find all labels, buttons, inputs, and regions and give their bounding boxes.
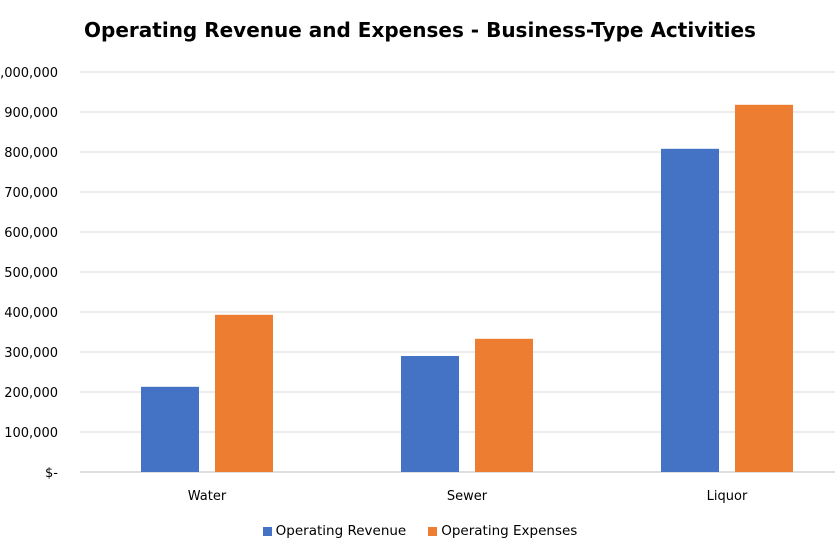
legend-item: Operating Expenses — [428, 523, 577, 539]
y-tick-label: 400,000 — [4, 306, 58, 321]
y-tick-label: $- — [45, 466, 58, 481]
bar-water-operating-expenses — [215, 314, 273, 472]
x-tick-label: Liquor — [707, 489, 748, 504]
chart-title: Operating Revenue and Expenses - Busines… — [84, 18, 756, 42]
bar-sewer-operating-expenses — [475, 338, 533, 472]
bar-liquor-operating-expenses — [735, 104, 793, 473]
legend-swatch — [428, 526, 438, 536]
y-tick-label: 600,000 — [4, 226, 58, 241]
bar-sewer-operating-revenue — [401, 356, 459, 472]
chart-legend: Operating Revenue Operating Expenses — [0, 523, 840, 539]
x-tick-label: Water — [188, 489, 227, 504]
y-tick-label: 200,000 — [4, 386, 58, 401]
legend-swatch — [262, 526, 272, 536]
bar-water-operating-revenue — [141, 386, 199, 472]
y-tick-label: 500,000 — [4, 266, 58, 281]
bar-liquor-operating-revenue — [661, 148, 719, 473]
y-tick-label: 800,000 — [4, 146, 58, 161]
legend-item: Operating Revenue — [262, 523, 407, 539]
legend-label: Operating Expenses — [441, 523, 578, 539]
y-tick-label: 300,000 — [4, 346, 58, 361]
y-tick-label: 100,000 — [4, 426, 58, 441]
legend-label: Operating Revenue — [275, 523, 407, 539]
y-tick-label: 900,000 — [4, 106, 58, 121]
x-tick-label: Sewer — [447, 489, 488, 504]
y-tick-label: 1,000,000 — [0, 66, 58, 81]
y-tick-label: 700,000 — [4, 186, 58, 201]
